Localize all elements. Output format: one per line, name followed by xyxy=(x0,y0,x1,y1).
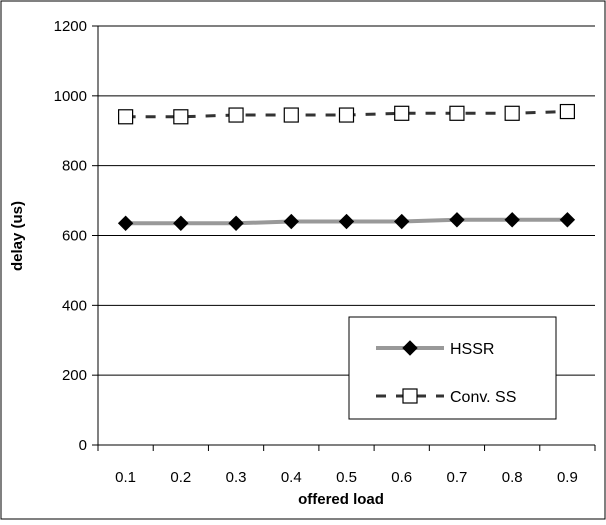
legend: HSSR Conv. SS xyxy=(348,316,557,420)
y-tick-label: 800 xyxy=(62,158,87,175)
axes: 0 200 400 600 800 1000 1200 0.1 0.2 0.3 0.4 0.5 0.6 0… xyxy=(54,18,596,486)
data-point xyxy=(173,215,189,231)
y-tick-label: 0 xyxy=(79,437,87,454)
x-tick-label: 0.8 xyxy=(502,469,523,486)
series-0 xyxy=(117,212,576,231)
series-layer xyxy=(117,103,576,231)
legend-label: Conv. SS xyxy=(450,389,516,406)
x-tick-label: 0.9 xyxy=(557,469,578,486)
x-tick-label: 0.2 xyxy=(170,469,191,486)
data-point xyxy=(118,109,134,125)
y-tick-label: 600 xyxy=(62,228,87,245)
data-point xyxy=(504,105,520,121)
y-tick-label: 1000 xyxy=(54,88,87,105)
x-tick-label: 0.5 xyxy=(336,469,357,486)
legend-box xyxy=(348,316,557,420)
x-tick-label: 0.4 xyxy=(281,469,302,486)
data-point xyxy=(283,213,299,230)
x-tick-label: 0.7 xyxy=(447,469,468,486)
data-point xyxy=(559,212,576,228)
data-point xyxy=(173,109,189,125)
x-tick-label: 0.6 xyxy=(391,469,412,486)
series-1 xyxy=(118,103,575,125)
data-point xyxy=(228,107,244,123)
data-point xyxy=(394,213,410,230)
data-point xyxy=(449,105,465,121)
legend-marker xyxy=(402,388,418,404)
data-point xyxy=(117,215,134,231)
y-tick-label: 1200 xyxy=(54,18,87,35)
data-point xyxy=(449,212,465,228)
data-point xyxy=(394,105,410,121)
data-point xyxy=(338,107,355,123)
x-tick-label: 0.1 xyxy=(115,469,136,486)
y-axis-label: delay (us) xyxy=(9,201,26,271)
y-tick-label: 200 xyxy=(62,367,87,384)
data-point xyxy=(338,213,355,230)
x-tick-label: 0.3 xyxy=(226,469,247,486)
x-axis-label: offered load xyxy=(298,491,384,508)
y-tick-label: 400 xyxy=(62,297,87,314)
data-point xyxy=(559,103,575,120)
data-point xyxy=(283,107,299,123)
data-point xyxy=(228,215,244,231)
legend-marker xyxy=(402,340,418,356)
legend-label: HSSR xyxy=(450,341,494,358)
data-point xyxy=(504,212,520,228)
